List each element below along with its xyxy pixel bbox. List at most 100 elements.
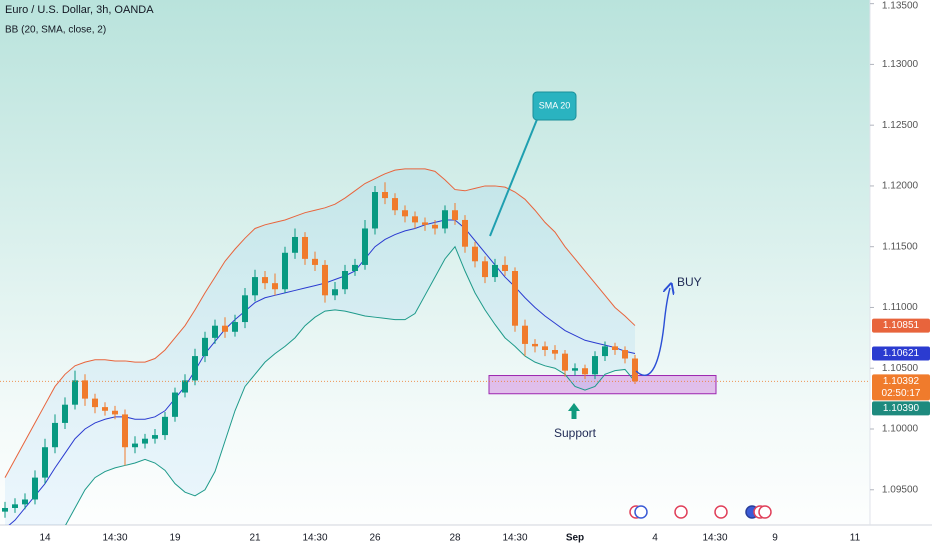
candle-body xyxy=(12,504,18,508)
price-axis-bg xyxy=(870,0,932,550)
x-tick-label: 14:30 xyxy=(302,533,327,544)
candle-body xyxy=(492,264,498,278)
candle-body xyxy=(372,192,378,229)
time-axis-bg xyxy=(0,525,932,550)
indicator-label: BB (20, SMA, close, 2) xyxy=(5,25,106,36)
x-tick-label: 21 xyxy=(249,533,261,544)
candle-body xyxy=(302,236,308,259)
candle-body xyxy=(262,277,268,284)
x-tick-label: 19 xyxy=(169,533,181,544)
candle-body xyxy=(382,192,388,199)
band-line xyxy=(4,168,636,478)
candle-body xyxy=(522,325,528,344)
callout-pointer xyxy=(489,111,541,237)
x-tick-label: 26 xyxy=(369,533,381,544)
candle-body xyxy=(472,246,478,262)
candle-body xyxy=(412,216,418,223)
callout-box xyxy=(532,91,577,121)
x-tick-label: 28 xyxy=(449,533,461,544)
candle-body xyxy=(562,353,568,371)
candle-body xyxy=(362,228,368,265)
candle-body xyxy=(432,224,438,229)
candle-body xyxy=(592,356,598,375)
candle-body xyxy=(52,422,58,448)
candle-body xyxy=(172,392,178,417)
candle-body xyxy=(132,443,138,448)
support-zone xyxy=(488,375,717,395)
x-tick-label: 14:30 xyxy=(502,533,527,544)
support-arrow xyxy=(568,403,580,419)
y-tick-label: 1.10000 xyxy=(882,424,919,435)
price-label-box xyxy=(872,318,930,333)
price-label-box xyxy=(872,401,930,416)
y-tick-label: 1.11500 xyxy=(882,241,918,252)
candle-body xyxy=(442,210,448,229)
x-tick-label: Sep xyxy=(566,533,584,544)
candle-body xyxy=(502,264,508,272)
price-label: 1.10621 xyxy=(883,348,920,359)
candle-body xyxy=(82,380,88,399)
candle-body xyxy=(2,507,8,512)
candle-body xyxy=(422,222,428,225)
band-line xyxy=(65,245,636,525)
price-label: 1.10390 xyxy=(883,403,920,414)
candle-body xyxy=(112,410,118,415)
candle-body xyxy=(462,219,468,247)
candle-body xyxy=(252,277,258,296)
candle-body xyxy=(352,264,358,272)
callout-text: SMA 20 xyxy=(539,100,571,110)
candle-body xyxy=(192,356,198,381)
x-tick-label: 14:30 xyxy=(102,533,127,544)
candle-body xyxy=(102,407,108,411)
x-tick-label: 4 xyxy=(652,533,658,544)
x-tick-label: 11 xyxy=(850,533,861,544)
candle-body xyxy=(72,380,78,405)
candle-body xyxy=(392,198,398,211)
y-tick-label: 1.11000 xyxy=(882,302,918,313)
candle-body xyxy=(222,325,228,332)
candle-body xyxy=(612,346,618,350)
chart-title: Euro / U.S. Dollar, 3h, OANDA xyxy=(5,4,154,16)
event-icons xyxy=(629,505,772,519)
candle-body xyxy=(182,380,188,393)
candle-body xyxy=(32,477,38,500)
candle-body xyxy=(122,414,128,448)
candle-body xyxy=(602,346,608,357)
x-tick-label: 14:30 xyxy=(702,533,727,544)
candle-body xyxy=(582,368,588,375)
buy-label: BUY xyxy=(677,275,702,289)
buy-arrow xyxy=(635,288,670,377)
candle-body xyxy=(282,252,288,290)
x-tick-label: 14 xyxy=(39,533,51,544)
support-label: Support xyxy=(554,426,597,440)
candle-body xyxy=(292,236,298,253)
candle-body xyxy=(342,271,348,290)
candle-body xyxy=(242,295,248,323)
y-tick-label: 1.10500 xyxy=(882,363,919,374)
candle-body xyxy=(542,346,548,350)
candle-body xyxy=(552,350,558,354)
candle-body xyxy=(42,447,48,478)
y-tick-label: 1.09500 xyxy=(882,484,919,495)
candle-body xyxy=(272,283,278,290)
candle-body xyxy=(512,271,518,326)
candle-body xyxy=(152,435,158,439)
candle-body xyxy=(332,289,338,296)
candle-body xyxy=(572,368,578,371)
candle-body xyxy=(452,210,458,220)
candle-body xyxy=(142,438,148,444)
price-label-box xyxy=(872,374,930,401)
candle-body xyxy=(212,325,218,338)
annotations: SMA 20 BUY Support Euro / U.S. Dollar, 3… xyxy=(5,4,772,519)
x-tick-label: 9 xyxy=(772,533,778,544)
axes: 1.13500 1.13000 1.12500 1.12000 1.11500 1.110… xyxy=(39,1,930,544)
plot-area xyxy=(0,168,870,525)
band-line xyxy=(8,219,636,525)
candle-body xyxy=(402,210,408,217)
candle-body xyxy=(92,398,98,408)
candle-body xyxy=(632,358,638,382)
price-label-box xyxy=(872,346,930,361)
